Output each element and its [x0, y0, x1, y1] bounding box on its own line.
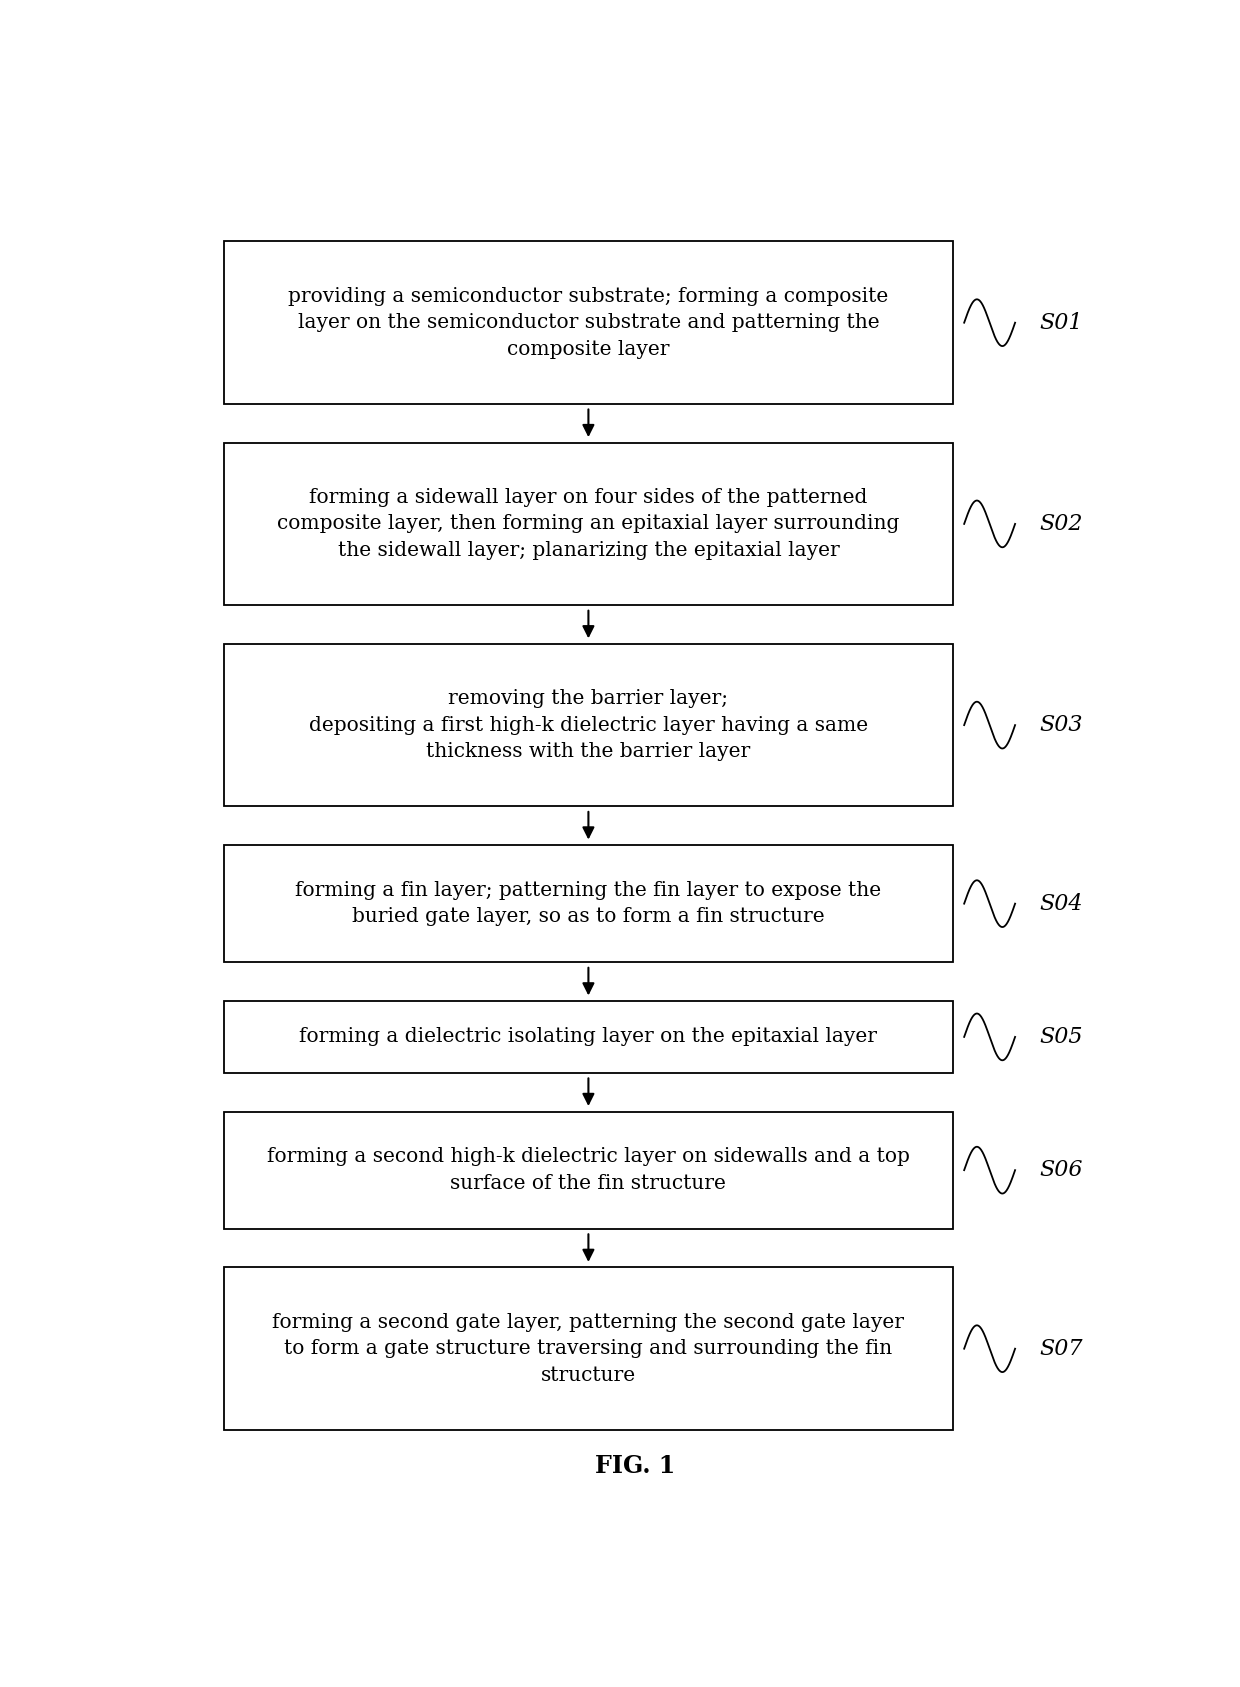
Text: FIG. 1: FIG. 1: [595, 1454, 676, 1478]
Bar: [224, 1267, 952, 1431]
Text: forming a second gate layer, patterning the second gate layer
to form a gate str: forming a second gate layer, patterning …: [273, 1312, 904, 1385]
Text: S06: S06: [1039, 1159, 1083, 1181]
Text: removing the barrier layer;
depositing a first high-k dielectric layer having a : removing the barrier layer; depositing a…: [309, 688, 868, 761]
Text: S04: S04: [1039, 892, 1083, 914]
Text: forming a second high-k dielectric layer on sidewalls and a top
surface of the f: forming a second high-k dielectric layer…: [267, 1147, 910, 1193]
Text: S02: S02: [1039, 513, 1083, 535]
Bar: [224, 1112, 952, 1228]
Text: forming a fin layer; patterning the fin layer to expose the
buried gate layer, s: forming a fin layer; patterning the fin …: [295, 881, 882, 926]
Bar: [224, 241, 952, 403]
Bar: [224, 644, 952, 806]
Text: S07: S07: [1039, 1338, 1083, 1360]
Text: S01: S01: [1039, 312, 1083, 334]
Text: S03: S03: [1039, 714, 1083, 736]
Text: providing a semiconductor substrate; forming a composite
layer on the semiconduc: providing a semiconductor substrate; for…: [288, 287, 889, 359]
Text: forming a sidewall layer on four sides of the patterned
composite layer, then fo: forming a sidewall layer on four sides o…: [278, 488, 899, 560]
Bar: [224, 1000, 952, 1073]
Text: forming a dielectric isolating layer on the epitaxial layer: forming a dielectric isolating layer on …: [299, 1027, 878, 1046]
Text: S05: S05: [1039, 1026, 1083, 1048]
Bar: [224, 845, 952, 962]
Bar: [224, 442, 952, 606]
